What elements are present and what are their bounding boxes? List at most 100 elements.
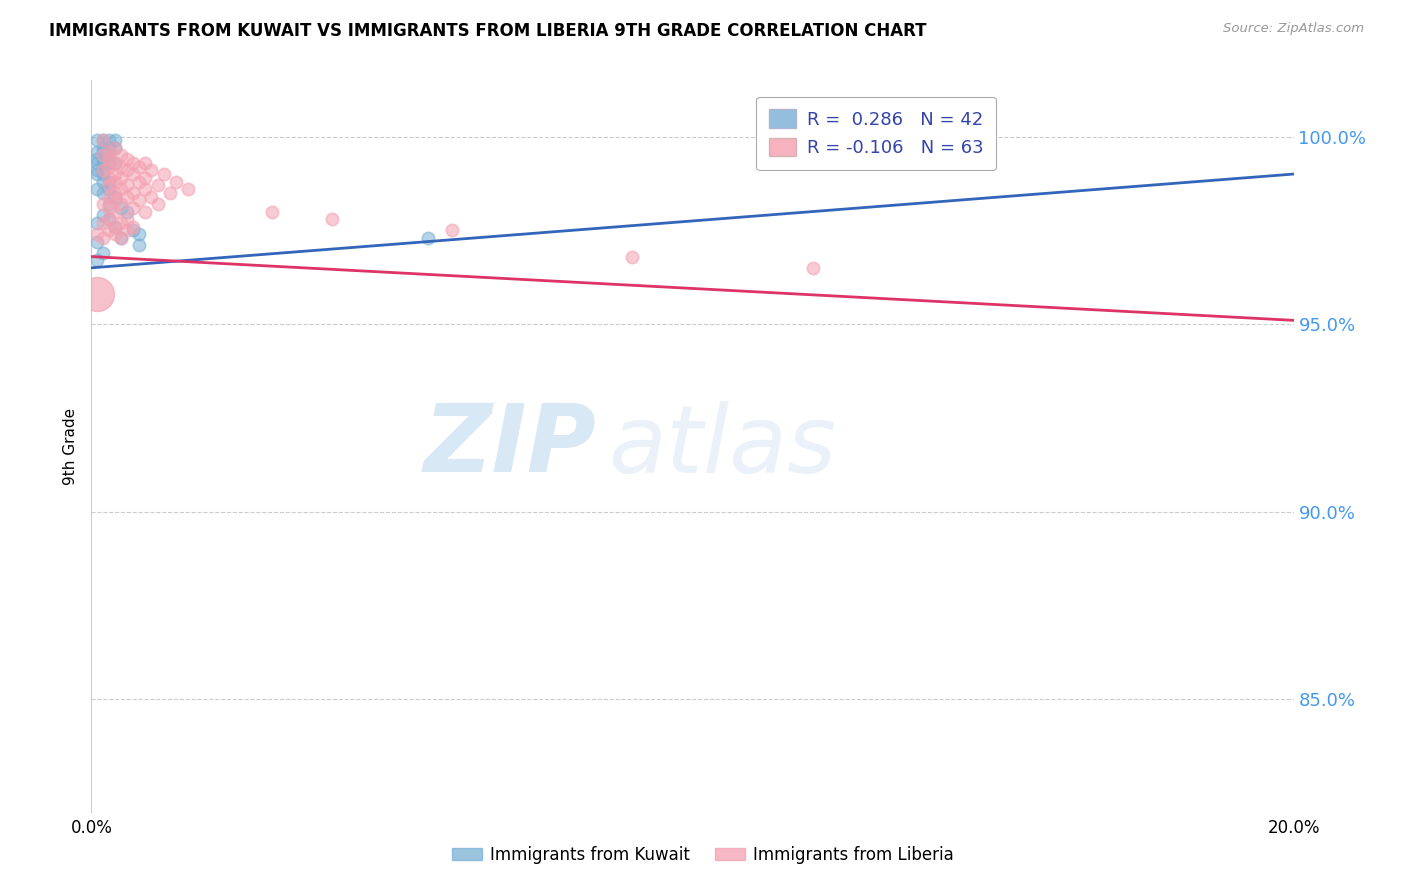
Point — [98, 141, 121, 155]
Point — [146, 178, 169, 193]
Point — [134, 170, 156, 185]
Point — [104, 204, 127, 219]
Point — [93, 216, 115, 230]
Point — [321, 212, 343, 227]
Point — [110, 148, 132, 162]
Point — [159, 186, 181, 200]
Point — [440, 223, 463, 237]
Point — [117, 178, 139, 193]
Point — [86, 287, 108, 301]
Point — [260, 204, 283, 219]
Point — [98, 156, 121, 170]
Point — [86, 152, 108, 166]
Point — [104, 141, 127, 155]
Point — [98, 160, 121, 174]
Point — [98, 197, 121, 211]
Point — [117, 152, 139, 166]
Legend: R =  0.286   N = 42, R = -0.106   N = 63: R = 0.286 N = 42, R = -0.106 N = 63 — [756, 96, 995, 169]
Point — [93, 167, 115, 181]
Point — [117, 212, 139, 227]
Point — [86, 253, 108, 268]
Point — [134, 182, 156, 196]
Point — [122, 201, 145, 215]
Point — [86, 182, 108, 196]
Point — [86, 133, 108, 147]
Point — [93, 141, 115, 155]
Point — [801, 260, 824, 275]
Point — [117, 223, 139, 237]
Point — [621, 250, 644, 264]
Point — [110, 197, 132, 211]
Point — [165, 175, 187, 189]
Point — [128, 194, 150, 208]
Point — [134, 156, 156, 170]
Point — [104, 167, 127, 181]
Point — [86, 156, 108, 170]
Point — [86, 145, 108, 159]
Point — [93, 133, 115, 147]
Point — [98, 133, 121, 147]
Point — [104, 156, 127, 170]
Point — [134, 204, 156, 219]
Point — [98, 223, 121, 237]
Point — [98, 170, 121, 185]
Point — [122, 186, 145, 200]
Point — [176, 182, 198, 196]
Point — [86, 227, 108, 241]
Point — [104, 156, 127, 170]
Legend: Immigrants from Kuwait, Immigrants from Liberia: Immigrants from Kuwait, Immigrants from … — [446, 839, 960, 871]
Point — [117, 204, 139, 219]
Point — [98, 178, 121, 193]
Point — [110, 231, 132, 245]
Point — [104, 141, 127, 155]
Point — [152, 167, 174, 181]
Point — [104, 133, 127, 147]
Point — [93, 197, 115, 211]
Point — [110, 231, 132, 245]
Point — [98, 182, 121, 196]
Point — [93, 231, 115, 245]
Point — [110, 216, 132, 230]
Point — [93, 163, 115, 178]
Point — [98, 212, 121, 227]
Point — [104, 219, 127, 234]
Point — [110, 160, 132, 174]
Point — [93, 208, 115, 222]
Point — [117, 163, 139, 178]
Text: atlas: atlas — [609, 401, 837, 491]
Point — [416, 231, 439, 245]
Point — [93, 163, 115, 178]
Point — [122, 156, 145, 170]
Point — [104, 189, 127, 203]
Point — [117, 189, 139, 203]
Point — [93, 175, 115, 189]
Point — [93, 245, 115, 260]
Point — [122, 219, 145, 234]
Point — [98, 175, 121, 189]
Point — [93, 186, 115, 200]
Point — [93, 152, 115, 166]
Point — [98, 145, 121, 159]
Point — [110, 170, 132, 185]
Point — [128, 227, 150, 241]
Point — [93, 133, 115, 147]
Point — [86, 216, 108, 230]
Y-axis label: 9th Grade: 9th Grade — [63, 408, 79, 484]
Point — [128, 238, 150, 252]
Point — [141, 189, 163, 203]
Point — [98, 152, 121, 166]
Point — [110, 201, 132, 215]
Point — [93, 156, 115, 170]
Point — [104, 186, 127, 200]
Point — [86, 167, 108, 181]
Point — [86, 163, 108, 178]
Point — [98, 212, 121, 227]
Point — [93, 148, 115, 162]
Text: IMMIGRANTS FROM KUWAIT VS IMMIGRANTS FROM LIBERIA 9TH GRADE CORRELATION CHART: IMMIGRANTS FROM KUWAIT VS IMMIGRANTS FRO… — [49, 22, 927, 40]
Point — [93, 145, 115, 159]
Text: Source: ZipAtlas.com: Source: ZipAtlas.com — [1223, 22, 1364, 36]
Point — [122, 223, 145, 237]
Text: ZIP: ZIP — [423, 400, 596, 492]
Point — [104, 194, 127, 208]
Point — [128, 160, 150, 174]
